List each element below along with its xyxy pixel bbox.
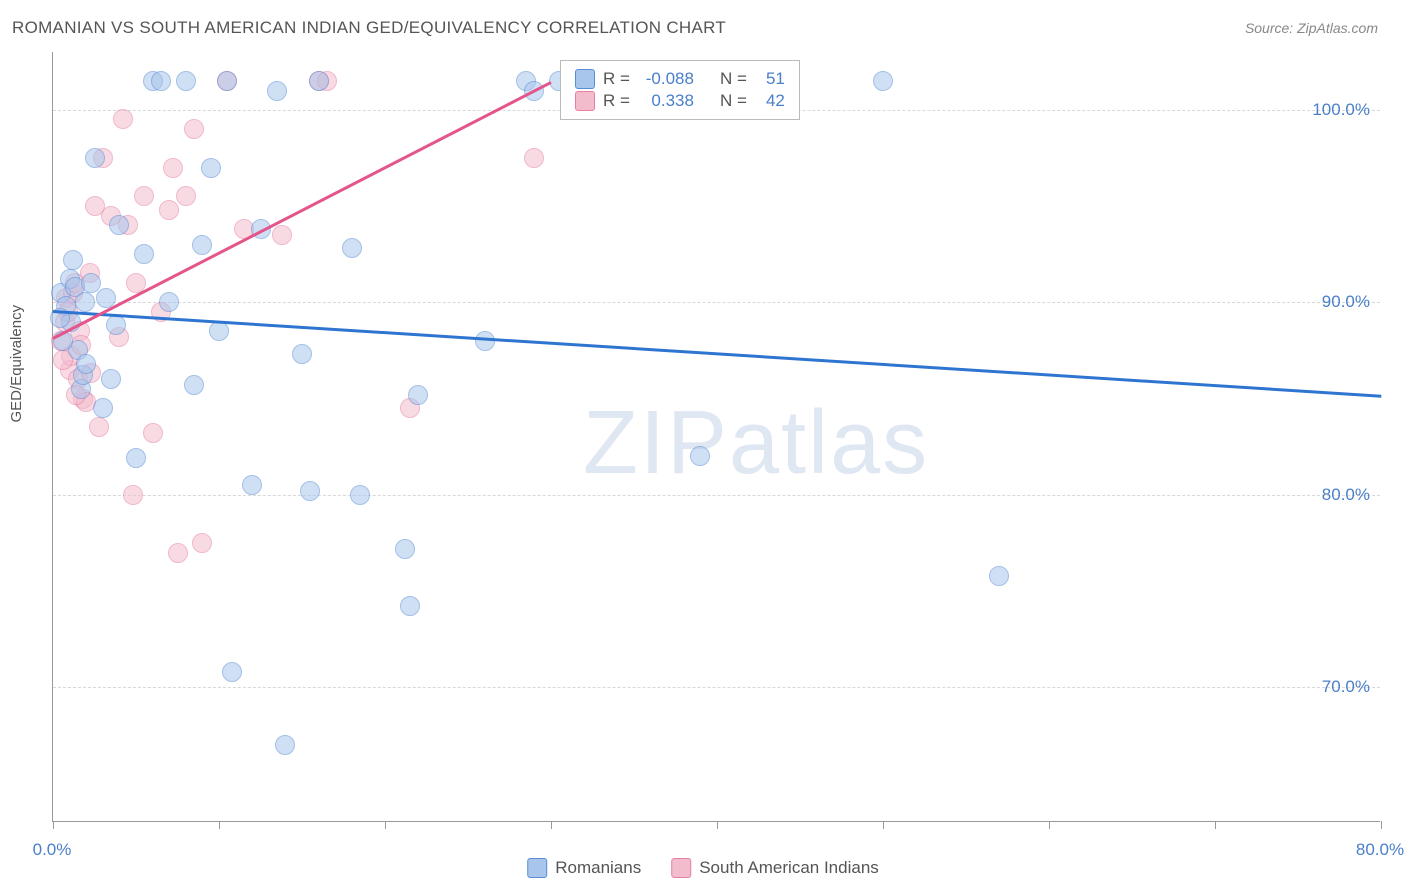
scatter-point-romanians (400, 596, 420, 616)
r-label: R = (603, 91, 630, 111)
n-label: N = (720, 91, 747, 111)
scatter-point-romanians (93, 398, 113, 418)
scatter-point-romanians (395, 539, 415, 559)
scatter-point-romanians (76, 354, 96, 374)
scatter-point-romanians (192, 235, 212, 255)
chart-title: ROMANIAN VS SOUTH AMERICAN INDIAN GED/EQ… (12, 18, 726, 38)
scatter-point-south-american-indians (113, 109, 133, 129)
r-value-2: 0.338 (638, 91, 694, 111)
legend-stats-row-1: R = -0.088 N = 51 (575, 69, 785, 89)
scatter-point-south-american-indians (524, 148, 544, 168)
x-tick (1381, 821, 1382, 829)
x-tick (219, 821, 220, 829)
scatter-point-romanians (75, 292, 95, 312)
scatter-point-romanians (242, 475, 262, 495)
scatter-point-romanians (134, 244, 154, 264)
x-tick (385, 821, 386, 829)
swatch-series-2 (575, 91, 595, 111)
r-label: R = (603, 69, 630, 89)
x-tick (1049, 821, 1050, 829)
scatter-point-romanians (63, 250, 83, 270)
scatter-point-romanians (176, 71, 196, 91)
trend-line-romanians (53, 310, 1381, 398)
x-tick (53, 821, 54, 829)
scatter-point-romanians (81, 273, 101, 293)
y-tick-label: 70.0% (1322, 677, 1370, 697)
scatter-point-romanians (275, 735, 295, 755)
legend-stats-box: R = -0.088 N = 51 R = 0.338 N = 42 (560, 60, 800, 120)
scatter-point-romanians (350, 485, 370, 505)
scatter-point-south-american-indians (176, 186, 196, 206)
scatter-point-south-american-indians (184, 119, 204, 139)
scatter-point-romanians (109, 215, 129, 235)
legend-label-2: South American Indians (699, 858, 879, 878)
scatter-point-romanians (209, 321, 229, 341)
n-value-2: 42 (755, 91, 785, 111)
swatch-series-2 (671, 858, 691, 878)
scatter-point-romanians (151, 71, 171, 91)
watermark-zip: ZIP (583, 393, 729, 493)
legend-bottom: Romanians South American Indians (527, 858, 879, 878)
y-axis-label: GED/Equivalency (8, 305, 25, 423)
scatter-point-romanians (292, 344, 312, 364)
gridline (53, 687, 1380, 688)
scatter-point-south-american-indians (143, 423, 163, 443)
scatter-point-south-american-indians (168, 543, 188, 563)
x-tick (1215, 821, 1216, 829)
scatter-point-romanians (408, 385, 428, 405)
scatter-point-romanians (85, 148, 105, 168)
x-tick-label: 80.0% (1356, 840, 1404, 860)
scatter-point-romanians (126, 448, 146, 468)
source-label: Source: ZipAtlas.com (1245, 20, 1378, 36)
x-tick (717, 821, 718, 829)
n-value-1: 51 (755, 69, 785, 89)
scatter-point-romanians (217, 71, 237, 91)
plot-area: ZIPatlas 70.0% 80.0% 90.0% 100.0% (52, 52, 1380, 822)
scatter-point-south-american-indians (123, 485, 143, 505)
r-value-1: -0.088 (638, 69, 694, 89)
scatter-point-romanians (300, 481, 320, 501)
scatter-point-romanians (989, 566, 1009, 586)
x-tick-label: 0.0% (33, 840, 72, 860)
scatter-point-romanians (159, 292, 179, 312)
scatter-point-romanians (309, 71, 329, 91)
y-tick-label: 80.0% (1322, 485, 1370, 505)
x-tick (883, 821, 884, 829)
scatter-point-romanians (184, 375, 204, 395)
swatch-series-1 (575, 69, 595, 89)
scatter-point-romanians (222, 662, 242, 682)
legend-stats-row-2: R = 0.338 N = 42 (575, 91, 785, 111)
n-label: N = (720, 69, 747, 89)
scatter-point-romanians (873, 71, 893, 91)
legend-item-1: Romanians (527, 858, 641, 878)
watermark: ZIPatlas (583, 392, 929, 495)
scatter-point-south-american-indians (192, 533, 212, 553)
swatch-series-1 (527, 858, 547, 878)
scatter-point-romanians (201, 158, 221, 178)
scatter-point-south-american-indians (163, 158, 183, 178)
y-tick-label: 100.0% (1312, 100, 1370, 120)
scatter-point-south-american-indians (159, 200, 179, 220)
scatter-point-romanians (690, 446, 710, 466)
scatter-point-romanians (101, 369, 121, 389)
legend-label-1: Romanians (555, 858, 641, 878)
y-tick-label: 90.0% (1322, 292, 1370, 312)
legend-item-2: South American Indians (671, 858, 879, 878)
gridline (53, 302, 1380, 303)
x-tick (551, 821, 552, 829)
watermark-atlas: atlas (729, 393, 929, 493)
scatter-point-romanians (267, 81, 287, 101)
scatter-point-romanians (342, 238, 362, 258)
scatter-point-romanians (106, 315, 126, 335)
scatter-point-south-american-indians (89, 417, 109, 437)
scatter-point-south-american-indians (272, 225, 292, 245)
scatter-point-south-american-indians (134, 186, 154, 206)
